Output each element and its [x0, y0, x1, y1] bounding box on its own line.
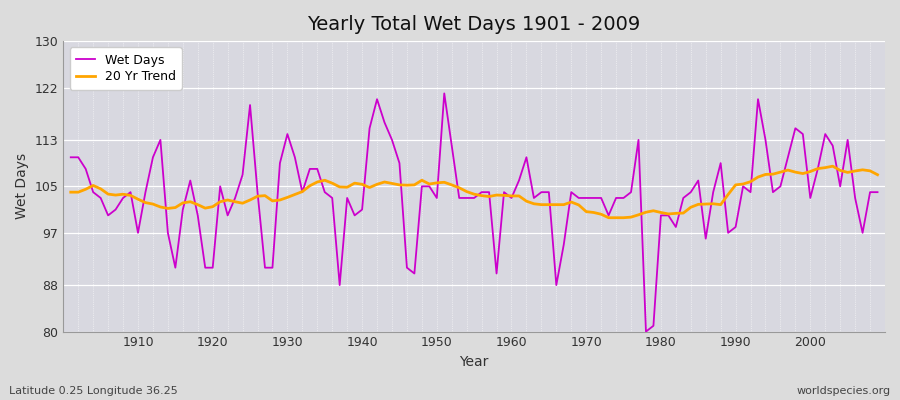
Y-axis label: Wet Days: Wet Days: [15, 153, 29, 220]
Text: worldspecies.org: worldspecies.org: [796, 386, 891, 396]
20 Yr Trend: [596, 212, 607, 217]
20 Yr Trend: [872, 172, 883, 177]
Wet Days: [506, 196, 517, 200]
Legend: Wet Days, 20 Yr Trend: Wet Days, 20 Yr Trend: [69, 47, 182, 90]
Wet Days: [125, 190, 136, 194]
Line: 20 Yr Trend: 20 Yr Trend: [71, 166, 878, 218]
20 Yr Trend: [125, 193, 136, 198]
X-axis label: Year: Year: [460, 355, 489, 369]
Wet Days: [439, 91, 450, 96]
Title: Yearly Total Wet Days 1901 - 2009: Yearly Total Wet Days 1901 - 2009: [308, 15, 641, 34]
Text: Latitude 0.25 Longitude 36.25: Latitude 0.25 Longitude 36.25: [9, 386, 178, 396]
20 Yr Trend: [506, 194, 517, 198]
Wet Days: [872, 190, 883, 194]
20 Yr Trend: [334, 184, 345, 189]
20 Yr Trend: [603, 215, 614, 220]
20 Yr Trend: [290, 192, 301, 197]
Line: Wet Days: Wet Days: [71, 93, 878, 332]
20 Yr Trend: [499, 193, 509, 198]
Wet Days: [603, 213, 614, 218]
20 Yr Trend: [66, 190, 77, 194]
Wet Days: [334, 283, 345, 288]
Wet Days: [66, 155, 77, 160]
Wet Days: [290, 155, 301, 160]
Wet Days: [641, 329, 652, 334]
20 Yr Trend: [827, 164, 838, 168]
Wet Days: [514, 178, 525, 183]
